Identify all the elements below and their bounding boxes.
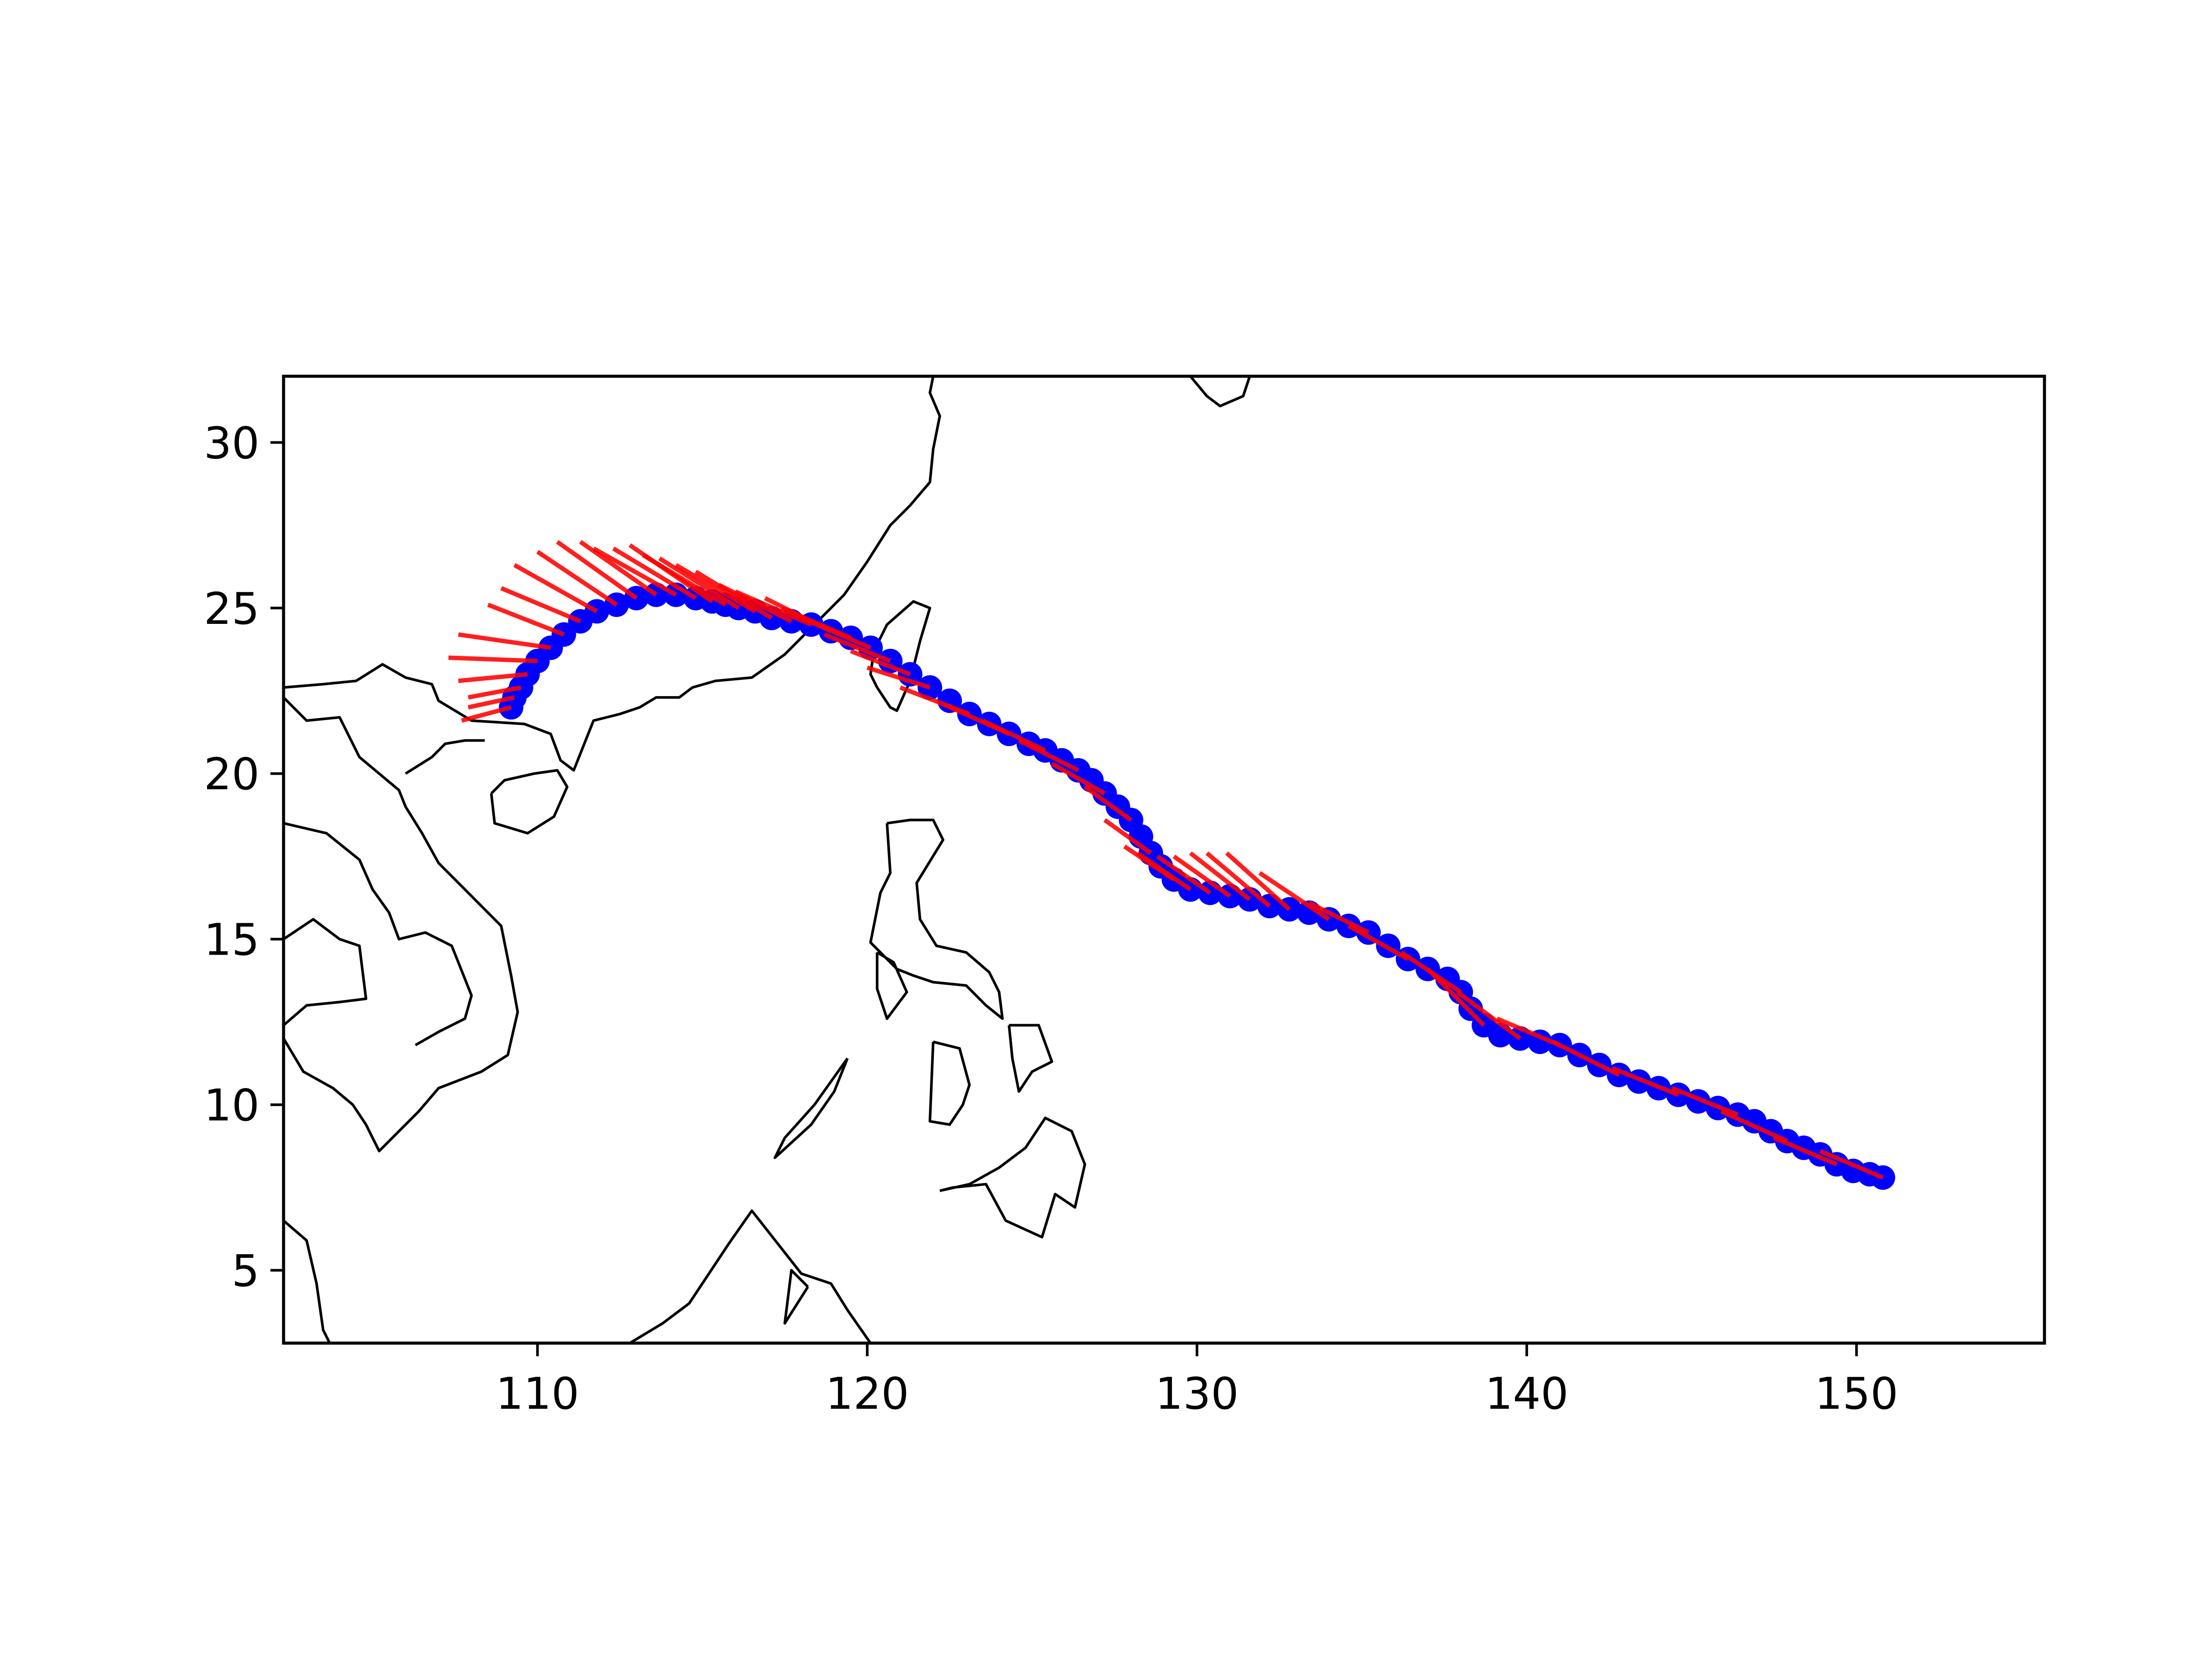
direction-vector bbox=[467, 695, 515, 710]
coastline-path bbox=[773, 1057, 849, 1159]
coastline-path bbox=[869, 819, 1004, 1020]
direction-vector bbox=[513, 563, 598, 613]
y-tick-label: 10 bbox=[204, 1080, 259, 1131]
y-tick-label: 20 bbox=[204, 749, 259, 800]
direction-vector bbox=[556, 540, 638, 600]
coastline-path bbox=[405, 739, 485, 775]
coastline-path bbox=[284, 696, 519, 1152]
direction-vector bbox=[468, 685, 522, 700]
coastline-path bbox=[490, 769, 569, 835]
coastline-path bbox=[1189, 376, 1251, 408]
y-axis: 5 10 15 20 25 30 bbox=[204, 417, 284, 1296]
direction-vector bbox=[734, 589, 812, 627]
coastline-path bbox=[929, 1040, 971, 1126]
x-tick-label: 140 bbox=[1485, 1368, 1568, 1419]
direction-vector bbox=[458, 632, 551, 650]
direction-vector bbox=[458, 672, 528, 683]
direction-vector bbox=[1720, 1109, 1788, 1143]
coastline-path bbox=[876, 951, 908, 1020]
direction-vector bbox=[823, 632, 891, 663]
direction-vector bbox=[1156, 854, 1212, 895]
x-axis: 110 120 130 140 150 bbox=[496, 1343, 1898, 1419]
direction-vector bbox=[1671, 1086, 1739, 1117]
direction-vector bbox=[658, 556, 740, 610]
x-tick-label: 150 bbox=[1815, 1368, 1898, 1419]
direction-vector bbox=[764, 596, 832, 634]
direction-vector bbox=[866, 665, 931, 690]
direction-vector bbox=[1103, 818, 1152, 855]
direction-vector bbox=[1496, 1016, 1561, 1047]
direction-vector bbox=[1018, 738, 1080, 773]
direction-vector bbox=[628, 543, 714, 603]
coastlines bbox=[284, 376, 1251, 1343]
direction-vector bbox=[612, 546, 697, 600]
direction-vector bbox=[1083, 785, 1133, 822]
direction-vector bbox=[448, 655, 538, 663]
direction-vector bbox=[1051, 762, 1106, 795]
coastline-path bbox=[284, 1219, 331, 1343]
x-tick-label: 120 bbox=[825, 1368, 909, 1419]
y-tick-label: 15 bbox=[204, 914, 259, 966]
y-tick-label: 25 bbox=[204, 583, 259, 634]
coastline-path bbox=[284, 822, 473, 1046]
direction-vectors bbox=[448, 540, 1884, 1180]
direction-vector bbox=[1172, 854, 1231, 898]
direction-vector bbox=[1205, 851, 1271, 908]
direction-vector bbox=[1819, 1149, 1884, 1180]
direction-vector bbox=[1225, 851, 1291, 911]
direction-vector bbox=[500, 586, 582, 623]
direction-vector bbox=[850, 649, 911, 676]
direction-vector bbox=[1123, 844, 1175, 882]
coastline-path bbox=[1007, 1024, 1053, 1093]
direction-vector bbox=[694, 570, 773, 620]
direction-vector bbox=[1258, 871, 1330, 921]
direction-vector bbox=[1347, 924, 1410, 961]
direction-vector bbox=[899, 685, 971, 716]
plot-frame bbox=[282, 374, 2046, 1345]
direction-vector bbox=[461, 705, 512, 723]
direction-vector bbox=[1552, 1040, 1620, 1077]
direction-vector bbox=[536, 550, 618, 607]
direction-vector bbox=[1611, 1066, 1680, 1097]
coastline-path bbox=[629, 1209, 872, 1343]
x-tick-label: 110 bbox=[496, 1368, 579, 1419]
direction-vector bbox=[675, 563, 757, 613]
y-tick-label: 5 bbox=[231, 1245, 259, 1296]
direction-vector bbox=[1400, 950, 1462, 994]
coastline-path bbox=[939, 1116, 1087, 1239]
coastline-path bbox=[783, 1269, 809, 1325]
direction-vector bbox=[1456, 990, 1522, 1040]
direction-vector bbox=[592, 546, 677, 597]
y-tick-label: 30 bbox=[204, 417, 259, 469]
direction-vector bbox=[1189, 851, 1251, 901]
direction-vector bbox=[487, 602, 565, 637]
coastline-path bbox=[284, 918, 368, 1026]
direction-vector bbox=[579, 540, 658, 597]
x-tick-label: 130 bbox=[1155, 1368, 1239, 1419]
coastline-path bbox=[284, 376, 941, 772]
direction-vector bbox=[1308, 900, 1370, 934]
